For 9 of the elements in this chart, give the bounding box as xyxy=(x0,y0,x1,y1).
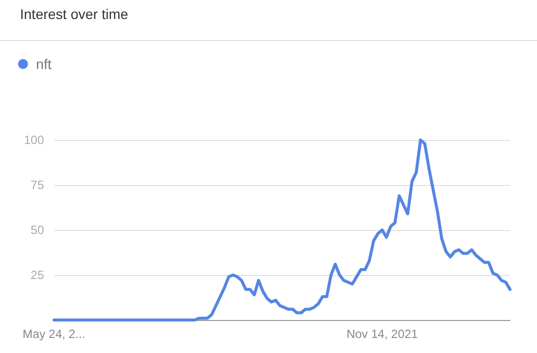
x-tick-label: Nov 14, 2021 xyxy=(346,327,418,341)
x-tick-label: May 24, 2... xyxy=(22,327,86,341)
line-series xyxy=(52,138,512,322)
y-tick-label: 50 xyxy=(30,223,44,237)
y-tick-label: 100 xyxy=(24,133,44,147)
y-tick-label: 75 xyxy=(30,178,44,192)
y-tick-label: 25 xyxy=(30,268,44,282)
chart-title: Interest over time xyxy=(20,6,128,22)
legend-label: nft xyxy=(36,56,52,72)
